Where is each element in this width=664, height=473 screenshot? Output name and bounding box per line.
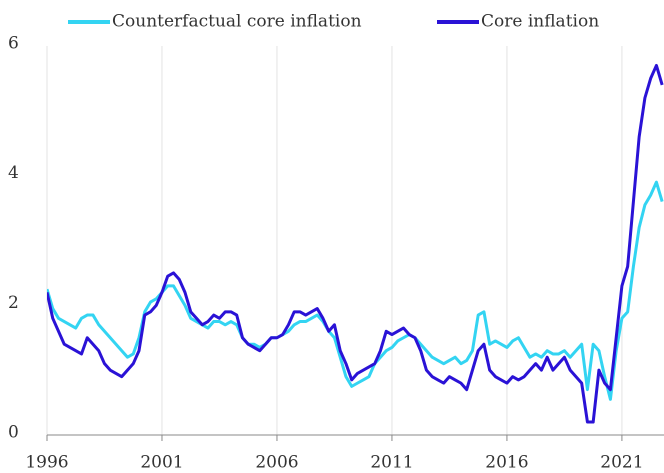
x-tick-label: 2001: [140, 453, 183, 473]
x-tick-label: 2021: [600, 453, 643, 473]
y-tick-label: 4: [8, 163, 19, 183]
x-tick-label: 2006: [255, 453, 298, 473]
plot-area: [47, 63, 664, 424]
series-line: [47, 63, 664, 424]
y-tick-label: 6: [8, 34, 19, 54]
x-tick-label: 1996: [25, 453, 68, 473]
y-tick-label: 0: [8, 423, 19, 443]
grid: 1996 2001 2006 2011 2016 2021 0 2 4 6: [8, 34, 664, 473]
x-tick-label: 2011: [370, 453, 413, 473]
y-tick-label: 2: [8, 293, 19, 313]
legend: Counterfactual core inflation Core inflat…: [68, 12, 599, 32]
legend-label: Core inflation: [481, 12, 599, 32]
series-line: [47, 180, 664, 401]
x-tick-label: 2016: [485, 453, 528, 473]
legend-label: Counterfactual core inflation: [112, 12, 362, 32]
